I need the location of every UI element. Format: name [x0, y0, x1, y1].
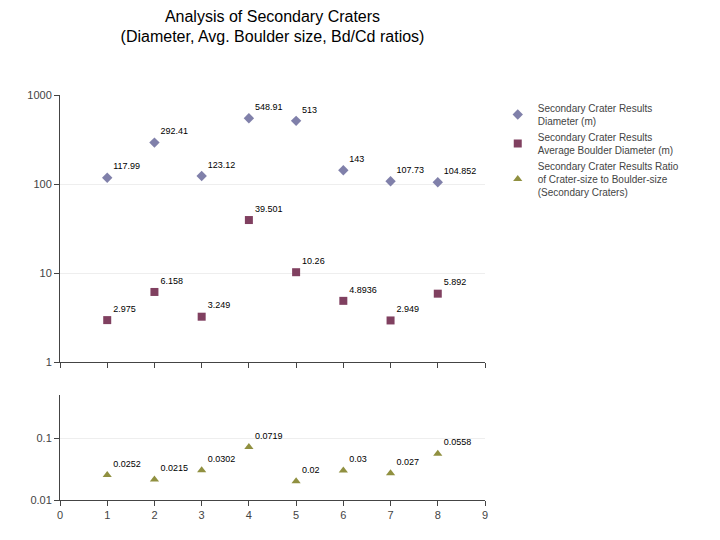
svg-text:0.0252: 0.0252 — [113, 459, 141, 469]
svg-text:104.852: 104.852 — [444, 166, 477, 176]
svg-text:4.8936: 4.8936 — [349, 285, 377, 295]
svg-text:292.41: 292.41 — [160, 126, 188, 136]
svg-text:Secondary Crater ResultsAverag: Secondary Crater ResultsAverage Boulder … — [538, 132, 673, 156]
svg-text:0.027: 0.027 — [397, 457, 420, 467]
svg-text:100: 100 — [33, 178, 51, 190]
svg-text:143: 143 — [349, 154, 364, 164]
svg-text:3.249: 3.249 — [208, 300, 231, 310]
svg-text:1: 1 — [46, 356, 52, 368]
svg-text:3: 3 — [199, 509, 205, 521]
svg-text:1: 1 — [104, 509, 110, 521]
svg-text:2.975: 2.975 — [113, 304, 136, 314]
svg-text:513: 513 — [302, 105, 317, 115]
svg-text:548.91: 548.91 — [255, 102, 283, 112]
svg-text:Secondary Crater ResultsDiamet: Secondary Crater ResultsDiameter (m) — [538, 103, 653, 127]
svg-text:123.12: 123.12 — [208, 160, 236, 170]
svg-text:10.26: 10.26 — [302, 256, 325, 266]
svg-text:1000: 1000 — [27, 89, 51, 101]
svg-text:Secondary Crater Results Ratio: Secondary Crater Results Ratioof Crater-… — [538, 161, 679, 198]
svg-text:0.01: 0.01 — [30, 494, 51, 506]
svg-text:Analysis of Secondary Craters(: Analysis of Secondary Craters(Diameter, … — [121, 8, 425, 46]
svg-text:9: 9 — [482, 509, 488, 521]
svg-text:0.0558: 0.0558 — [444, 437, 472, 447]
svg-text:7: 7 — [387, 509, 393, 521]
svg-text:0.0215: 0.0215 — [160, 463, 188, 473]
svg-text:0.02: 0.02 — [302, 465, 320, 475]
svg-text:4: 4 — [246, 509, 252, 521]
svg-text:6.158: 6.158 — [160, 276, 183, 286]
svg-text:6: 6 — [340, 509, 346, 521]
svg-text:8: 8 — [435, 509, 441, 521]
svg-text:5: 5 — [293, 509, 299, 521]
svg-text:5.892: 5.892 — [444, 277, 467, 287]
svg-text:0.0719: 0.0719 — [255, 431, 283, 441]
svg-text:2: 2 — [151, 509, 157, 521]
svg-text:39.501: 39.501 — [255, 204, 283, 214]
svg-text:2.949: 2.949 — [397, 304, 420, 314]
svg-text:0.0302: 0.0302 — [208, 454, 236, 464]
svg-text:107.73: 107.73 — [397, 165, 425, 175]
svg-text:0: 0 — [57, 509, 63, 521]
svg-text:0.03: 0.03 — [349, 454, 367, 464]
svg-text:117.99: 117.99 — [113, 161, 140, 171]
svg-text:10: 10 — [40, 267, 52, 279]
svg-text:0.1: 0.1 — [37, 432, 52, 444]
